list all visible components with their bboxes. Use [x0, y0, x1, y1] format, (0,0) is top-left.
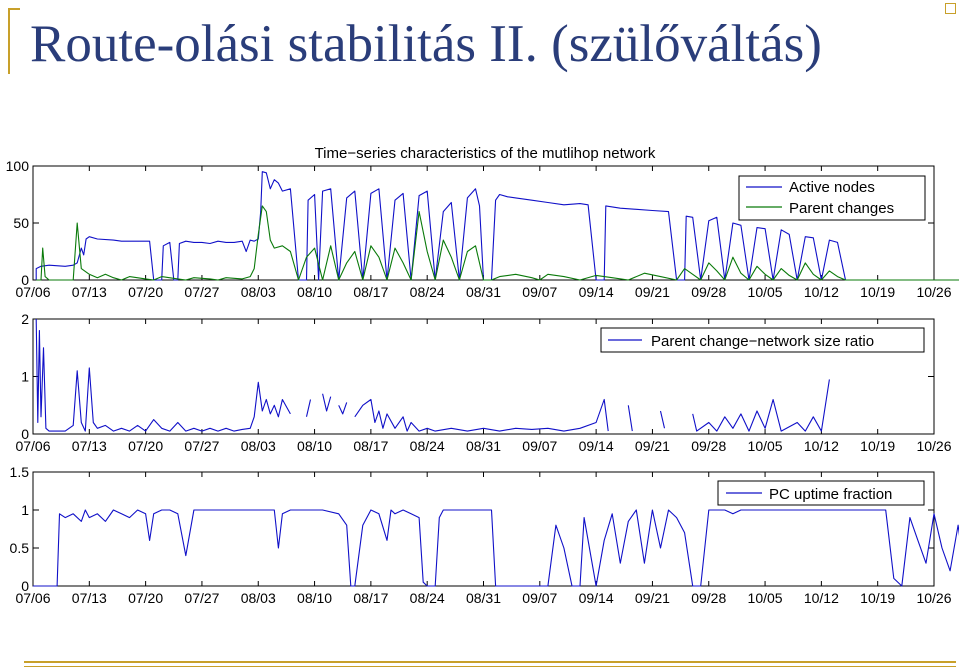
series-line-parent-change-network-size-ratio [35, 318, 830, 432]
x-tick-label: 10/26 [916, 438, 951, 454]
x-tick-label: 07/13 [72, 284, 107, 300]
x-tick-label: 10/26 [916, 284, 951, 300]
x-tick-label: 07/13 [72, 590, 107, 606]
corner-bracket-decoration [8, 8, 20, 74]
x-tick-label: 10/05 [748, 438, 783, 454]
chart-1-ticks: 07/06 07/13 07/20 07/27 08/03 08/10 08/17 08/24… [6, 158, 952, 300]
y-tick-label: 0 [21, 426, 29, 442]
y-tick-label: 1 [21, 502, 29, 518]
x-tick-label: 07/06 [15, 284, 50, 300]
x-tick-label: 09/21 [635, 438, 670, 454]
x-tick-label: 09/14 [579, 438, 614, 454]
x-tick-label: 08/31 [466, 438, 501, 454]
slide-title: Route-olási stabilitás II. (szülőváltás) [30, 15, 822, 73]
x-tick-label: 08/17 [353, 284, 388, 300]
chart-1-legend-box [738, 175, 926, 221]
legend-label-parent-changes: Parent changes [789, 200, 894, 217]
series-line-parent-changes [36, 205, 959, 281]
series-line-pc-uptime-fraction [33, 509, 959, 587]
y-tick-label: 1 [21, 369, 29, 385]
x-tick-label: 10/19 [860, 284, 895, 300]
x-tick-label: 08/17 [353, 438, 388, 454]
y-tick-label: 0 [21, 578, 29, 594]
x-tick-label: 10/12 [804, 438, 839, 454]
x-tick-label: 07/20 [128, 438, 163, 454]
chart-1: Time−series characteristics of the mutli… [6, 145, 959, 300]
chart-3-ticks: 07/06 07/13 07/20 07/27 08/03 08/10 08/17 08/24… [10, 464, 952, 606]
x-tick-label: 10/19 [860, 438, 895, 454]
x-tick-label: 10/26 [916, 590, 951, 606]
x-tick-label: 08/24 [410, 590, 445, 606]
x-tick-label: 09/28 [691, 438, 726, 454]
chart-1-series [35, 171, 959, 281]
chart-2-legend: Parent change−network size ratio [600, 327, 925, 353]
x-tick-label: 08/10 [297, 284, 332, 300]
x-tick-label: 08/17 [353, 590, 388, 606]
x-tick-label: 07/27 [184, 438, 219, 454]
corner-square-decoration [945, 3, 956, 14]
y-tick-label: 100 [6, 158, 30, 174]
x-tick-label: 08/24 [410, 438, 445, 454]
x-tick-label: 10/19 [860, 590, 895, 606]
x-tick-label: 09/07 [522, 438, 557, 454]
x-tick-label: 07/13 [72, 438, 107, 454]
x-tick-label: 10/12 [804, 284, 839, 300]
x-tick-label: 08/10 [297, 438, 332, 454]
x-tick-label: 07/20 [128, 590, 163, 606]
x-tick-label: 07/06 [15, 438, 50, 454]
bottom-rule-thin [24, 666, 956, 667]
x-tick-label: 09/07 [522, 590, 557, 606]
x-tick-label: 09/14 [579, 284, 614, 300]
x-tick-label: 07/20 [128, 284, 163, 300]
chart-3-legend: PC uptime fraction [717, 480, 925, 506]
y-tick-label: 50 [13, 215, 29, 231]
x-tick-label: 08/24 [410, 284, 445, 300]
x-tick-label: 07/06 [15, 590, 50, 606]
y-tick-label: 0.5 [10, 540, 30, 556]
bottom-rule [24, 661, 956, 663]
x-tick-label: 08/10 [297, 590, 332, 606]
legend-label-uptime: PC uptime fraction [769, 486, 892, 503]
chart-2-ticks: 07/06 07/13 07/20 07/27 08/03 08/10 08/17 08/24… [15, 311, 951, 454]
x-tick-label: 09/14 [579, 590, 614, 606]
y-tick-label: 2 [21, 311, 29, 327]
x-tick-label: 09/21 [635, 284, 670, 300]
x-tick-label: 09/21 [635, 590, 670, 606]
x-tick-label: 09/07 [522, 284, 557, 300]
x-tick-label: 07/27 [184, 590, 219, 606]
y-tick-label: 0 [21, 272, 29, 288]
chart-2-legend-box [600, 327, 925, 353]
x-tick-label: 08/03 [241, 438, 276, 454]
chart-3-series [33, 509, 959, 587]
x-tick-label: 08/03 [241, 284, 276, 300]
x-tick-label: 09/28 [691, 590, 726, 606]
x-tick-label: 08/03 [241, 590, 276, 606]
x-tick-label: 10/05 [748, 284, 783, 300]
chart-3: 07/06 07/13 07/20 07/27 08/03 08/10 08/17 08/24… [10, 464, 959, 606]
chart-2: 07/06 07/13 07/20 07/27 08/03 08/10 08/17 08/24… [15, 311, 951, 454]
legend-label-active-nodes: Active nodes [789, 179, 875, 196]
x-tick-label: 07/27 [184, 284, 219, 300]
x-tick-label: 09/28 [691, 284, 726, 300]
x-tick-label: 08/31 [466, 590, 501, 606]
y-tick-label: 1.5 [10, 464, 30, 480]
x-tick-label: 10/05 [748, 590, 783, 606]
x-tick-label: 08/31 [466, 284, 501, 300]
legend-label-ratio: Parent change−network size ratio [651, 333, 874, 350]
chart-1-legend: Active nodes Parent changes [738, 175, 926, 221]
x-tick-label: 10/12 [804, 590, 839, 606]
chart-2-series [35, 318, 830, 432]
chart-1-title: Time−series characteristics of the mutli… [315, 145, 656, 162]
